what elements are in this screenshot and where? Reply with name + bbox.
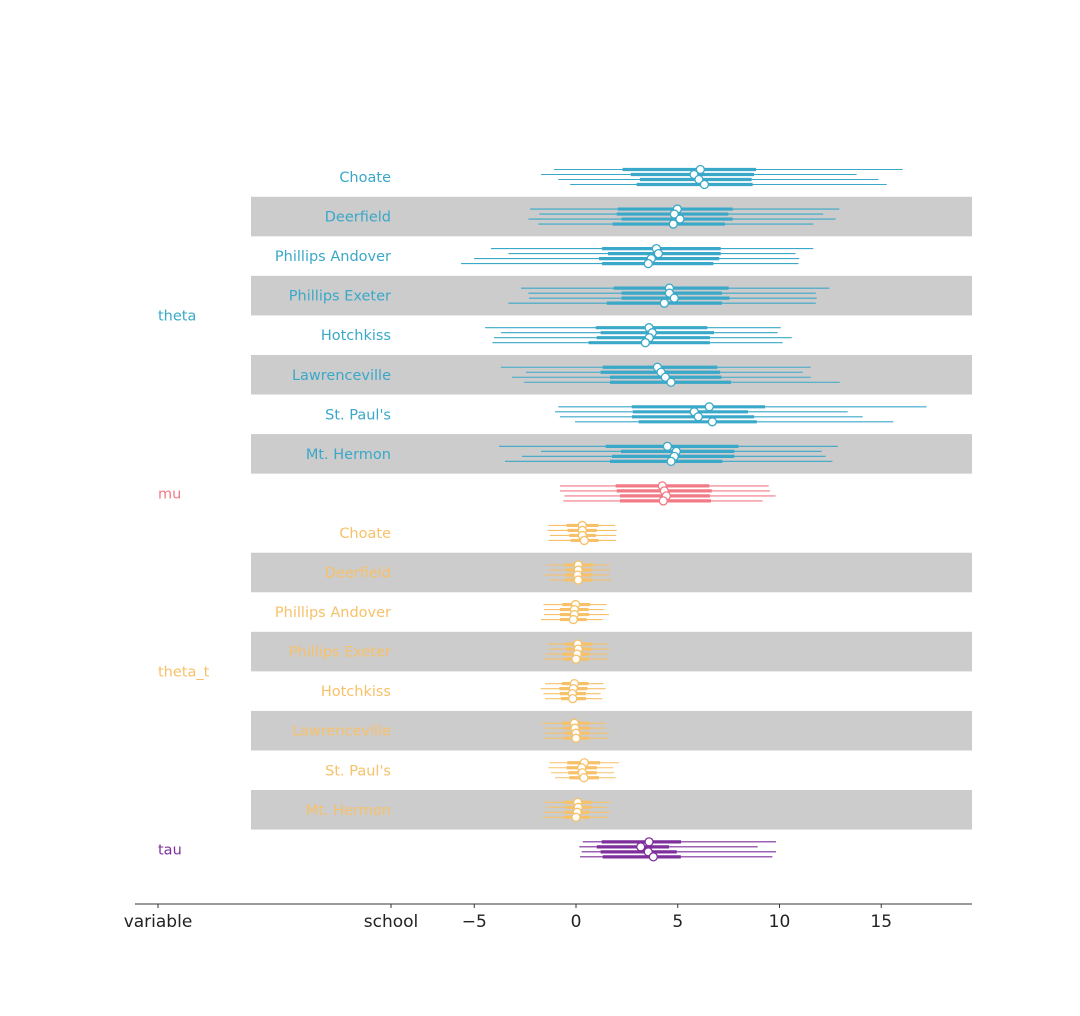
school-label: Phillips Andover xyxy=(275,249,391,265)
median-point xyxy=(699,179,710,190)
median-point xyxy=(666,456,676,467)
row-bands xyxy=(251,196,972,830)
row-band xyxy=(251,631,972,672)
median-point xyxy=(658,496,668,506)
median-point xyxy=(669,293,679,303)
median-point xyxy=(573,575,583,585)
variable-label: theta_t xyxy=(158,664,210,680)
school-label: Mt. Hermon xyxy=(306,803,391,819)
median-point xyxy=(579,773,589,783)
median-point xyxy=(571,812,581,822)
median-point xyxy=(643,258,653,269)
school-label: St. Paul's xyxy=(325,407,391,423)
school-label: Deerfield xyxy=(325,210,391,226)
median-point xyxy=(568,694,578,704)
school-label: St. Paul's xyxy=(325,763,391,779)
row-band xyxy=(251,354,972,395)
school-label: Lawrenceville xyxy=(292,724,391,740)
median-point xyxy=(579,535,589,546)
x-tick-label: −5 xyxy=(462,912,487,932)
school-label: Hotchkiss xyxy=(321,328,391,344)
median-point xyxy=(693,412,703,422)
median-point xyxy=(571,733,581,743)
column-tick-label: school xyxy=(364,912,419,932)
school-label: Phillips Exeter xyxy=(289,289,391,305)
x-tick-label: 15 xyxy=(870,912,892,932)
variable-label: tau xyxy=(158,842,182,858)
row-band xyxy=(251,434,972,474)
row-band xyxy=(251,275,972,316)
median-point xyxy=(636,842,646,852)
school-label: Hotchkiss xyxy=(321,684,391,700)
row-band xyxy=(251,710,972,751)
school-label: Phillips Andover xyxy=(275,605,391,621)
median-point xyxy=(659,298,669,308)
school-label: Choate xyxy=(339,526,391,542)
median-point xyxy=(704,402,714,412)
row-labels: Choate Deerfield Phillips Andover Phillips … xyxy=(158,170,391,858)
median-point xyxy=(644,837,654,847)
variable-label: theta xyxy=(158,308,196,324)
school-label: Deerfield xyxy=(325,566,391,582)
median-point xyxy=(668,219,678,229)
median-point xyxy=(707,417,717,427)
row-band xyxy=(251,552,972,593)
median-point xyxy=(568,614,579,625)
median-point xyxy=(653,248,664,259)
variable-label: mu xyxy=(158,486,181,502)
school-label: Lawrenceville xyxy=(292,368,391,384)
column-tick-label: variable xyxy=(124,912,193,932)
median-point xyxy=(571,654,581,664)
x-axis: variable school −5 0 5 10 15 xyxy=(124,903,972,932)
row-band xyxy=(251,196,972,237)
median-point xyxy=(648,852,658,862)
school-label: Mt. Hermon xyxy=(306,447,391,463)
school-label: Phillips Exeter xyxy=(289,645,391,661)
row-band xyxy=(251,790,972,830)
school-label: Choate xyxy=(339,170,391,186)
x-tick-label: 0 xyxy=(571,912,582,932)
chain-intervals xyxy=(461,164,927,862)
median-point xyxy=(666,377,676,387)
median-point xyxy=(662,441,673,452)
median-point xyxy=(640,338,651,348)
x-tick-label: 5 xyxy=(672,912,683,932)
x-tick-label: 10 xyxy=(769,912,791,932)
